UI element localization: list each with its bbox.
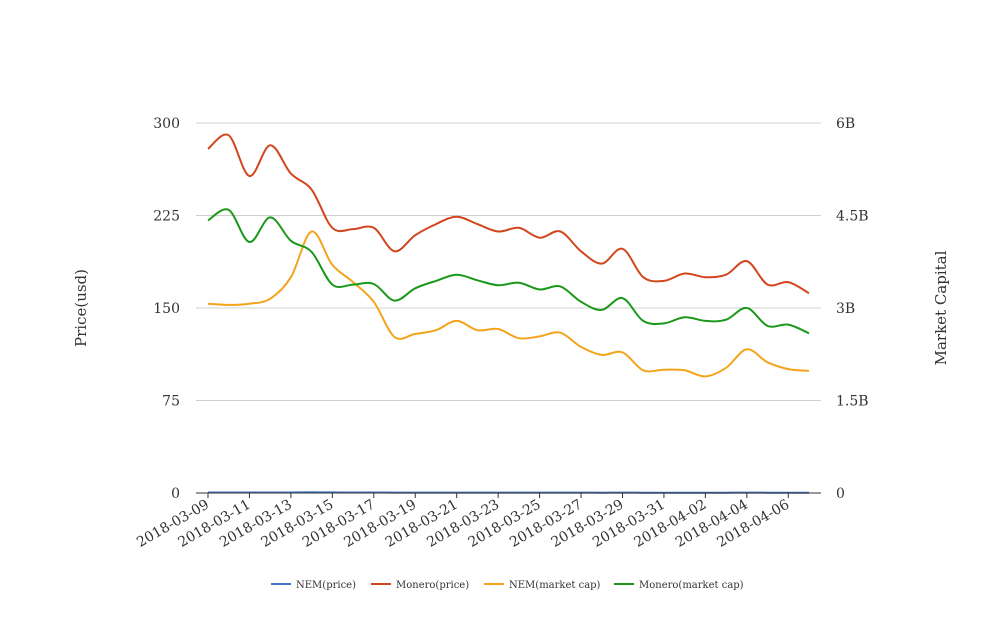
- y-tick-label-left: 150: [153, 301, 180, 317]
- y-tick-label-right: 3B: [836, 301, 855, 317]
- legend-entry-label: Monero(market cap): [639, 580, 744, 591]
- gridlines: [196, 123, 821, 401]
- legend-entry-label: NEM(price): [296, 580, 356, 591]
- series-line-3: [208, 209, 809, 333]
- legend: NEM(price) Monero(price) NEM(market cap) Mo…: [271, 580, 744, 591]
- y-tick-label-right: 1.5B: [836, 394, 869, 410]
- y-tick-label-left: 300: [153, 116, 180, 132]
- y-tick-label-left: 225: [153, 209, 180, 225]
- y-tick-label-right: 6B: [836, 116, 855, 132]
- series-line-1: [208, 134, 809, 293]
- y-axis-title-left: Price(usd): [72, 269, 90, 347]
- y-tick-label-right: 4.5B: [836, 209, 869, 225]
- legend-entry-label: NEM(market cap): [509, 580, 601, 591]
- y-tick-label-left: 75: [162, 394, 180, 410]
- series-line-2: [208, 231, 809, 376]
- y-axis-title-right: Market Capital: [932, 250, 950, 365]
- y-tick-label-left: 0: [171, 486, 180, 502]
- legend-entry-label: Monero(price): [396, 580, 469, 591]
- series-lines: [208, 134, 809, 492]
- y-tick-label-right: 0: [836, 486, 845, 502]
